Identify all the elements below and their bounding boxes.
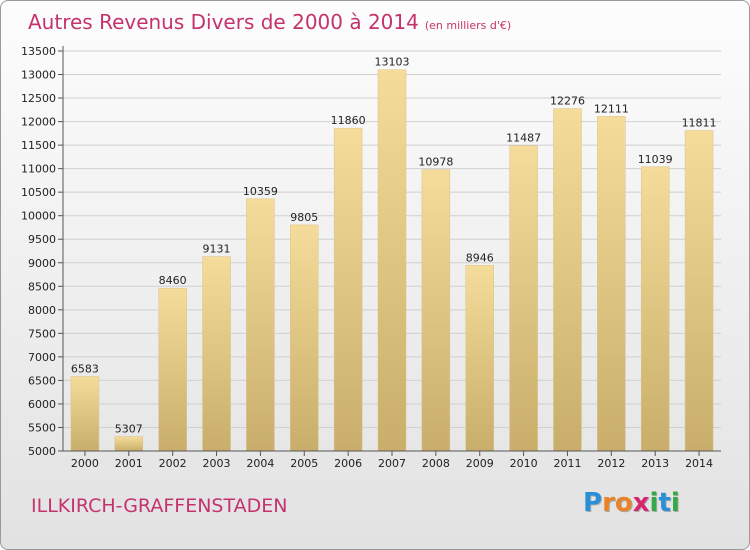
bar-value-label: 11039 [638, 153, 673, 166]
bars: 6583 5307 8460 9131 10359 9805 11860 13103 10978… [70, 56, 717, 452]
bar-value-label: 12276 [550, 95, 585, 108]
bar-2005 [290, 224, 319, 452]
logo-letter: i [649, 488, 659, 518]
y-axis-ticks: 5000 5500 6000 6500 7000 7500 8000 8500 9000 9500… [21, 45, 63, 458]
y-tick-label: 10500 [21, 186, 56, 199]
bar-value-label: 10978 [418, 156, 453, 169]
bar-2014 [684, 130, 714, 452]
bar-2012 [597, 116, 626, 452]
commune-name: ILLKIRCH-GRAFFENSTADEN [31, 495, 288, 517]
y-tick-label: 10000 [21, 210, 56, 223]
y-tick-label: 13500 [21, 45, 56, 58]
bar-2002 [158, 287, 187, 452]
x-tick-label: 2002 [159, 457, 187, 470]
bar-value-label: 9805 [290, 211, 318, 224]
logo-letter: i [670, 488, 680, 518]
y-tick-label: 5500 [28, 421, 56, 434]
x-tick-label: 2008 [422, 457, 450, 470]
y-tick-label: 7500 [28, 327, 56, 340]
bar-value-label: 8946 [466, 251, 494, 264]
logo-letter: x [632, 488, 650, 518]
y-tick-label: 5000 [28, 445, 56, 458]
bar-2011 [553, 108, 582, 452]
logo-letter: t [658, 488, 671, 518]
bar-value-label: 11811 [682, 116, 717, 129]
bar-value-label: 10359 [243, 185, 278, 198]
bar-2008 [421, 169, 451, 452]
x-tick-label: 2006 [334, 457, 362, 470]
x-tick-label: 2012 [597, 457, 625, 470]
bar-2007 [377, 69, 407, 452]
x-tick-label: 2010 [510, 457, 538, 470]
bar-2013 [640, 166, 670, 452]
x-tick-label: 2009 [466, 457, 494, 470]
x-tick-label: 2004 [246, 457, 274, 470]
y-tick-label: 8500 [28, 280, 56, 293]
title-text: Autres Revenus Divers de 2000 à 2014 [28, 10, 419, 34]
bar-2001 [114, 436, 144, 452]
bar-value-label: 11860 [331, 114, 366, 127]
chart-title: Autres Revenus Divers de 2000 à 2014 (en … [28, 10, 511, 34]
y-tick-label: 11500 [21, 139, 56, 152]
y-tick-label: 6500 [28, 374, 56, 387]
y-tick-label: 13000 [21, 69, 56, 82]
y-tick-label: 6000 [28, 398, 56, 411]
y-tick-label: 12500 [21, 92, 56, 105]
bar-value-label: 8460 [159, 274, 187, 287]
y-tick-label: 12000 [21, 116, 56, 129]
bar-2010 [509, 145, 538, 452]
y-tick-label: 7000 [28, 351, 56, 364]
proxiti-logo[interactable]: Proxiti [583, 488, 680, 518]
x-tick-label: 2003 [203, 457, 231, 470]
y-tick-label: 8000 [28, 304, 56, 317]
bar-2000 [70, 376, 100, 452]
bar-value-label: 13103 [375, 56, 410, 69]
x-tick-label: 2011 [553, 457, 581, 470]
bar-2009 [465, 265, 494, 452]
bar-2004 [246, 198, 275, 452]
bar-value-label: 11487 [506, 132, 541, 145]
y-tick-label: 9000 [28, 257, 56, 270]
y-tick-label: 11000 [21, 163, 56, 176]
x-axis-ticks: 2000 2001 2002 2003 2004 2005 2006 2007 2008 2009… [71, 451, 713, 470]
x-tick-label: 2000 [71, 457, 99, 470]
bar-2006 [333, 127, 363, 452]
x-tick-label: 2001 [115, 457, 143, 470]
bar-value-label: 5307 [115, 423, 143, 436]
logo-letter: o [614, 488, 633, 518]
bar-2003 [202, 256, 231, 452]
bar-value-label: 6583 [71, 363, 99, 376]
logo-letter: P [583, 488, 603, 518]
x-tick-label: 2013 [641, 457, 669, 470]
bar-value-label: 9131 [203, 243, 231, 256]
bar-value-label: 12111 [594, 102, 629, 115]
y-tick-label: 9500 [28, 233, 56, 246]
x-tick-label: 2007 [378, 457, 406, 470]
x-tick-label: 2014 [685, 457, 713, 470]
x-tick-label: 2005 [290, 457, 318, 470]
logo-letter: r [602, 488, 615, 518]
chart-subtitle: (en milliers d'€) [424, 19, 512, 32]
